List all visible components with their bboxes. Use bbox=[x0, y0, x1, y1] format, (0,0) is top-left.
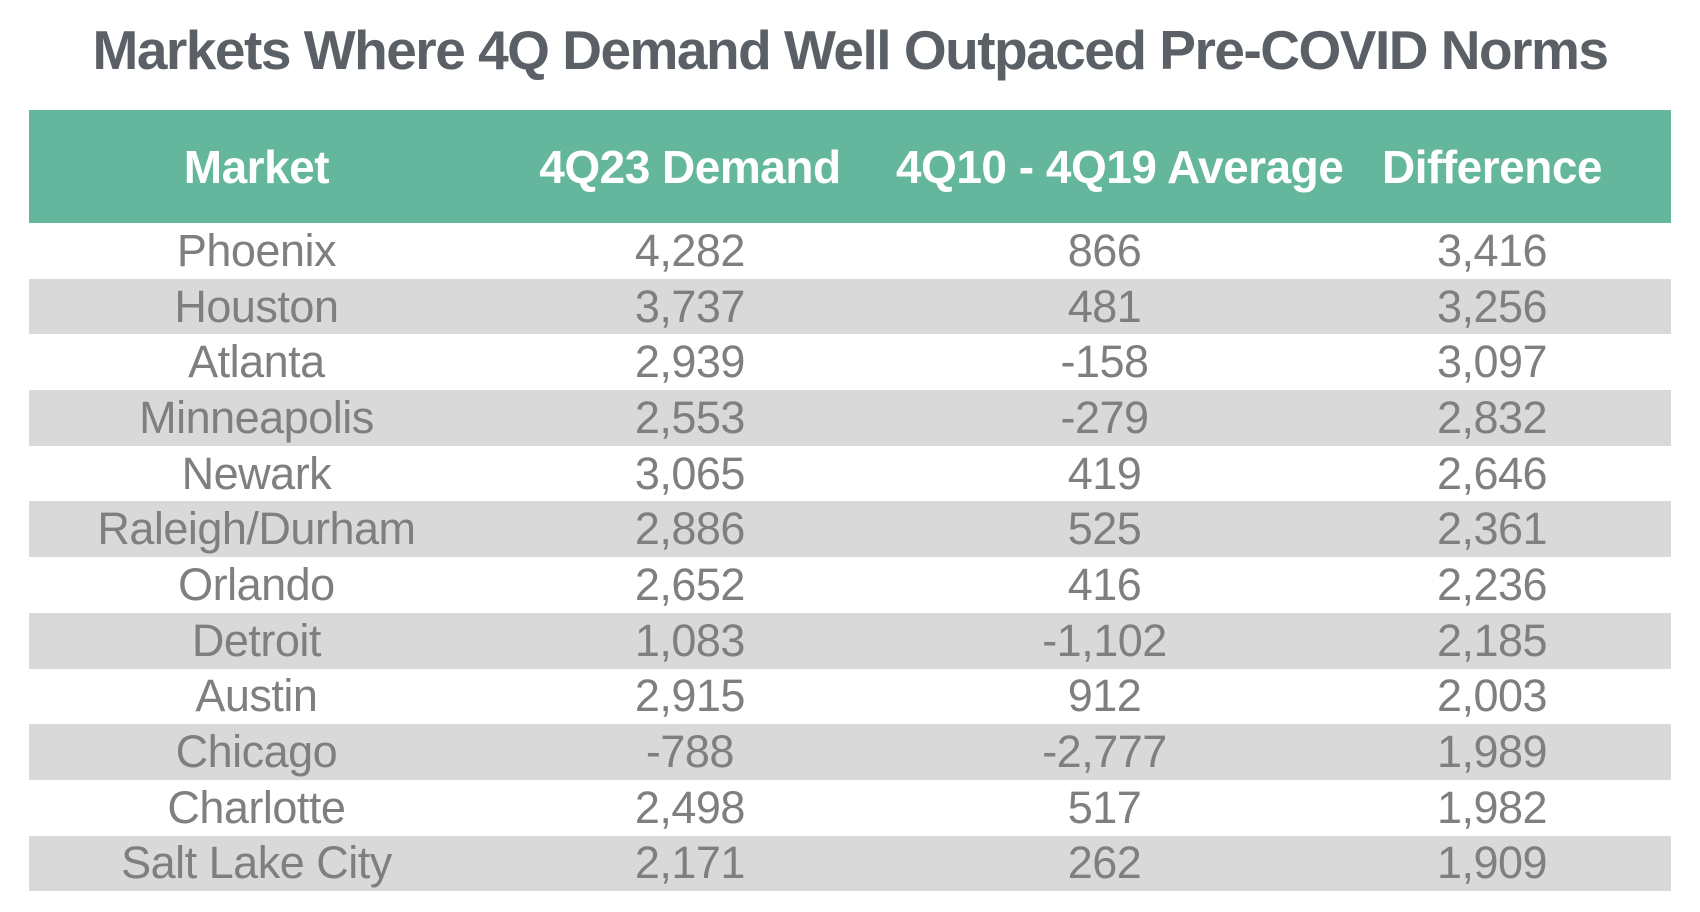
table-row: Houston 3,737 481 3,256 bbox=[29, 278, 1671, 335]
market-cell: Houston bbox=[174, 280, 339, 332]
demand-cell: 2,915 bbox=[634, 670, 746, 722]
market-cell: Phoenix bbox=[176, 224, 337, 276]
difference-cell: 3,256 bbox=[1436, 280, 1548, 332]
page: Markets Where 4Q Demand Well Outpaced Pr… bbox=[0, 16, 1700, 912]
page-title: Markets Where 4Q Demand Well Outpaced Pr… bbox=[92, 19, 1609, 81]
average-cell: -2,777 bbox=[1042, 726, 1167, 778]
table-row: Salt Lake City 2,171 262 1,909 bbox=[29, 835, 1671, 892]
difference-cell: 3,416 bbox=[1436, 224, 1548, 276]
average-cell: 481 bbox=[1067, 280, 1142, 332]
average-cell: 525 bbox=[1067, 503, 1142, 555]
market-cell: Atlanta bbox=[188, 336, 325, 388]
market-cell: Austin bbox=[195, 670, 318, 722]
column-header-4q23-demand: 4Q23 Demand bbox=[483, 110, 896, 223]
demand-cell: 2,553 bbox=[634, 391, 746, 443]
difference-cell: 2,832 bbox=[1436, 391, 1548, 443]
table-row: Newark 3,065 419 2,646 bbox=[29, 445, 1671, 502]
market-cell: Detroit bbox=[191, 614, 322, 666]
table-row: Atlanta 2,939 -158 3,097 bbox=[29, 334, 1671, 391]
market-cell: Minneapolis bbox=[139, 391, 374, 443]
table-header: Market 4Q23 Demand 4Q10 - 4Q19 Average D… bbox=[29, 110, 1671, 223]
demand-cell: 3,737 bbox=[634, 280, 746, 332]
table-row: Detroit 1,083 -1,102 2,185 bbox=[29, 612, 1671, 669]
demand-cell: -788 bbox=[645, 726, 735, 778]
table-row: Raleigh/Durham 2,886 525 2,361 bbox=[29, 501, 1671, 558]
difference-cell: 2,185 bbox=[1436, 614, 1548, 666]
demand-table: Market 4Q23 Demand 4Q10 - 4Q19 Average D… bbox=[29, 110, 1671, 892]
table-body: Phoenix 4,282 866 3,416 Houston 3,737 481 3,256… bbox=[29, 223, 1671, 892]
average-cell: 416 bbox=[1067, 558, 1142, 610]
difference-cell: 1,982 bbox=[1436, 781, 1548, 833]
demand-cell: 1,083 bbox=[634, 614, 746, 666]
difference-cell: 3,097 bbox=[1436, 336, 1548, 388]
table-row: Orlando 2,652 416 2,236 bbox=[29, 557, 1671, 613]
market-cell: Charlotte bbox=[167, 781, 346, 833]
average-cell: -279 bbox=[1060, 391, 1149, 443]
demand-cell: 2,939 bbox=[634, 336, 746, 388]
difference-cell: 2,003 bbox=[1436, 670, 1548, 722]
difference-cell: 1,909 bbox=[1436, 837, 1548, 889]
average-cell: 262 bbox=[1067, 837, 1142, 889]
demand-cell: 2,652 bbox=[634, 558, 746, 610]
difference-cell: 2,646 bbox=[1436, 447, 1548, 499]
market-cell: Salt Lake City bbox=[121, 837, 392, 889]
table-row: Austin 2,915 912 2,003 bbox=[29, 668, 1671, 725]
difference-cell: 1,989 bbox=[1436, 726, 1548, 778]
difference-cell: 2,361 bbox=[1436, 503, 1548, 555]
demand-cell: 2,171 bbox=[634, 837, 746, 889]
average-cell: 912 bbox=[1067, 670, 1142, 722]
demand-cell: 2,886 bbox=[634, 503, 746, 555]
header-row: Market 4Q23 Demand 4Q10 - 4Q19 Average D… bbox=[29, 110, 1671, 223]
average-cell: 517 bbox=[1067, 781, 1142, 833]
column-header-4q10-4q19-average: 4Q10 - 4Q19 Average bbox=[895, 110, 1344, 223]
average-cell: 419 bbox=[1067, 447, 1142, 499]
market-cell: Newark bbox=[181, 447, 332, 499]
table-row: Minneapolis 2,553 -279 2,832 bbox=[29, 390, 1671, 446]
difference-cell: 2,236 bbox=[1436, 558, 1548, 610]
demand-cell: 4,282 bbox=[634, 224, 746, 276]
average-cell: 866 bbox=[1067, 224, 1142, 276]
table-row: Phoenix 4,282 866 3,416 bbox=[29, 223, 1671, 279]
average-cell: -1,102 bbox=[1042, 614, 1167, 666]
average-cell: -158 bbox=[1060, 336, 1149, 388]
table-row: Charlotte 2,498 517 1,982 bbox=[29, 779, 1671, 836]
column-header-difference: Difference bbox=[1313, 110, 1671, 223]
market-cell: Raleigh/Durham bbox=[97, 503, 416, 555]
market-cell: Chicago bbox=[175, 726, 338, 778]
demand-cell: 3,065 bbox=[634, 447, 746, 499]
column-header-market: Market bbox=[29, 110, 484, 223]
table-row: Chicago -788 -2,777 1,989 bbox=[29, 724, 1671, 780]
demand-cell: 2,498 bbox=[634, 781, 746, 833]
market-cell: Orlando bbox=[178, 558, 335, 610]
